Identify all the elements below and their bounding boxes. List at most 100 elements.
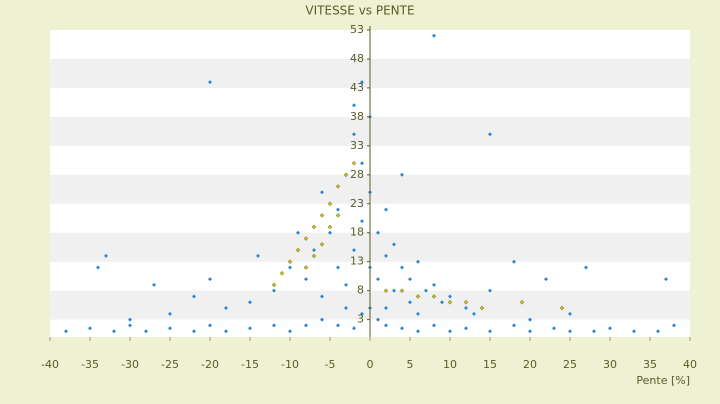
y-tick-label: 38 (350, 110, 364, 123)
point (296, 230, 300, 235)
x-tick-label: -15 (241, 358, 259, 371)
y-tick-label: 8 (357, 284, 364, 297)
y-tick-label: 23 (350, 197, 364, 210)
point (343, 172, 349, 178)
point (360, 311, 364, 316)
point (271, 282, 277, 288)
point (512, 323, 516, 328)
point (488, 132, 492, 137)
point (256, 253, 260, 258)
point (303, 236, 309, 241)
point (335, 213, 341, 218)
point (336, 265, 340, 270)
point (392, 288, 396, 293)
point (384, 253, 388, 258)
point (360, 80, 364, 85)
point (384, 207, 388, 212)
point (352, 248, 356, 253)
point (399, 288, 405, 294)
point (192, 329, 196, 334)
point (336, 207, 340, 212)
point (320, 294, 324, 299)
point (432, 282, 436, 287)
point (479, 305, 485, 311)
point (376, 230, 380, 235)
point (128, 317, 132, 322)
point (400, 265, 404, 270)
y-tick-label: 43 (350, 81, 364, 94)
point (584, 265, 588, 270)
point (360, 219, 364, 224)
point (168, 311, 172, 316)
y-tick-label: 3 (357, 313, 364, 326)
point (431, 294, 437, 299)
point (112, 329, 116, 334)
point (208, 277, 212, 282)
point (248, 300, 252, 305)
x-tick-label: 25 (563, 358, 577, 371)
x-tick-label: 15 (483, 358, 497, 371)
point (392, 242, 396, 247)
point (208, 80, 212, 85)
point (519, 299, 525, 305)
point (568, 329, 572, 334)
point (319, 241, 325, 247)
point (416, 329, 420, 334)
point (351, 160, 357, 166)
point (328, 230, 332, 235)
x-tick-label: -25 (161, 358, 179, 371)
point (360, 161, 364, 166)
point (463, 299, 469, 305)
point (344, 306, 348, 311)
point (192, 294, 196, 299)
point (272, 288, 276, 293)
point (352, 103, 356, 108)
point (344, 282, 348, 287)
point (327, 201, 333, 207)
y-tick-label: 33 (350, 139, 364, 152)
y-tick-label: 13 (350, 255, 364, 268)
point (152, 282, 156, 287)
point (335, 184, 341, 189)
x-tick-label: 30 (603, 358, 617, 371)
point (336, 323, 340, 328)
point (279, 270, 285, 276)
point (224, 329, 228, 334)
point (656, 329, 660, 334)
point (320, 317, 324, 322)
x-tick-label: 40 (683, 358, 697, 371)
point (64, 329, 68, 334)
point (632, 329, 636, 334)
x-tick-label: -40 (41, 358, 59, 371)
point (488, 288, 492, 293)
point (408, 300, 412, 305)
point (432, 323, 436, 328)
point (128, 323, 132, 328)
point (416, 259, 420, 264)
point (552, 326, 556, 331)
point (383, 288, 389, 294)
point (376, 317, 380, 322)
point (408, 277, 412, 282)
point (352, 326, 356, 331)
x-tick-label: -35 (81, 358, 99, 371)
x-axis-label: Pente [%] (636, 374, 690, 387)
point (312, 248, 316, 253)
point (400, 326, 404, 331)
point (415, 294, 421, 299)
point (384, 306, 388, 311)
point (432, 33, 436, 38)
point (327, 224, 333, 230)
point (352, 132, 356, 137)
point (304, 277, 308, 282)
point (488, 329, 492, 334)
point (287, 259, 293, 265)
point (528, 329, 532, 334)
point (319, 213, 325, 218)
point (512, 259, 516, 264)
point (288, 265, 292, 270)
x-tick-label: -5 (325, 358, 336, 371)
point (311, 253, 317, 259)
point (528, 317, 532, 322)
